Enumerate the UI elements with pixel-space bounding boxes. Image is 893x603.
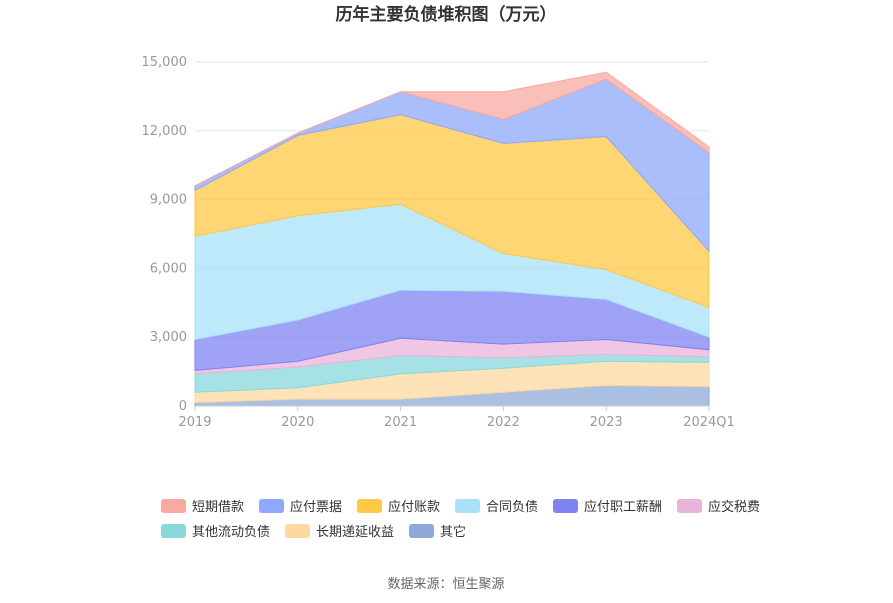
y-tick-label: 6,000 xyxy=(150,261,187,276)
y-tick-label: 3,000 xyxy=(150,330,187,345)
legend-item-应付职工薪酬[interactable]: 应付职工薪酬 xyxy=(553,499,662,515)
legend-item-其它[interactable]: 其它 xyxy=(409,524,466,540)
legend-label: 合同负债 xyxy=(486,500,538,515)
legend-swatch xyxy=(553,499,578,513)
y-tick-label: 0 xyxy=(179,399,187,414)
chart-title: 历年主要负债堆积图（万元） xyxy=(336,4,557,25)
legend-item-应交税费[interactable]: 应交税费 xyxy=(677,499,760,515)
legend-item-长期递延收益[interactable]: 长期递延收益 xyxy=(285,524,394,540)
legend-swatch xyxy=(161,499,186,513)
legend-label: 应付账款 xyxy=(388,499,440,515)
legend-item-应付票据[interactable]: 应付票据 xyxy=(259,499,342,515)
data-source: 数据来源：恒生聚源 xyxy=(387,577,504,592)
y-tick-label: 15,000 xyxy=(142,55,188,70)
legend-label: 其它 xyxy=(440,524,466,540)
legend-swatch xyxy=(285,524,310,538)
axes: 0 3,000 6,000 9,000 12,000 15,000 2019 2020 2021… xyxy=(142,55,735,430)
legend-item-应付账款[interactable]: 应付账款 xyxy=(357,499,440,515)
legend-swatch xyxy=(259,499,284,513)
legend-swatch xyxy=(409,524,434,538)
legend-label: 应付票据 xyxy=(290,499,342,515)
x-tick-label: 2021 xyxy=(384,415,417,430)
legend-item-合同负债[interactable]: 合同负债 xyxy=(455,499,538,515)
x-tick-label: 2024Q1 xyxy=(683,415,735,430)
legend-swatch xyxy=(357,499,382,513)
area-series-短期借款 xyxy=(194,71,710,187)
legend-label: 应付职工薪酬 xyxy=(584,499,662,515)
legend-label: 长期递延收益 xyxy=(316,525,394,540)
legend-label: 其他流动负债 xyxy=(192,525,270,540)
legend-item-其他流动负债[interactable]: 其他流动负债 xyxy=(161,524,270,540)
legend-swatch xyxy=(455,499,480,513)
legend-swatch xyxy=(677,499,702,513)
x-tick-label: 2020 xyxy=(281,415,314,430)
x-tick-label: 2019 xyxy=(178,415,211,430)
area-series xyxy=(194,71,710,407)
x-tick-label: 2022 xyxy=(487,415,520,430)
x-tick-label: 2023 xyxy=(590,415,623,430)
legend-label: 应交税费 xyxy=(708,499,760,515)
y-tick-label: 9,000 xyxy=(150,193,187,208)
legend-swatch xyxy=(161,524,186,538)
legend-label: 短期借款 xyxy=(192,500,244,515)
legend-item-短期借款[interactable]: 短期借款 xyxy=(161,499,244,515)
y-tick-label: 12,000 xyxy=(142,124,188,139)
